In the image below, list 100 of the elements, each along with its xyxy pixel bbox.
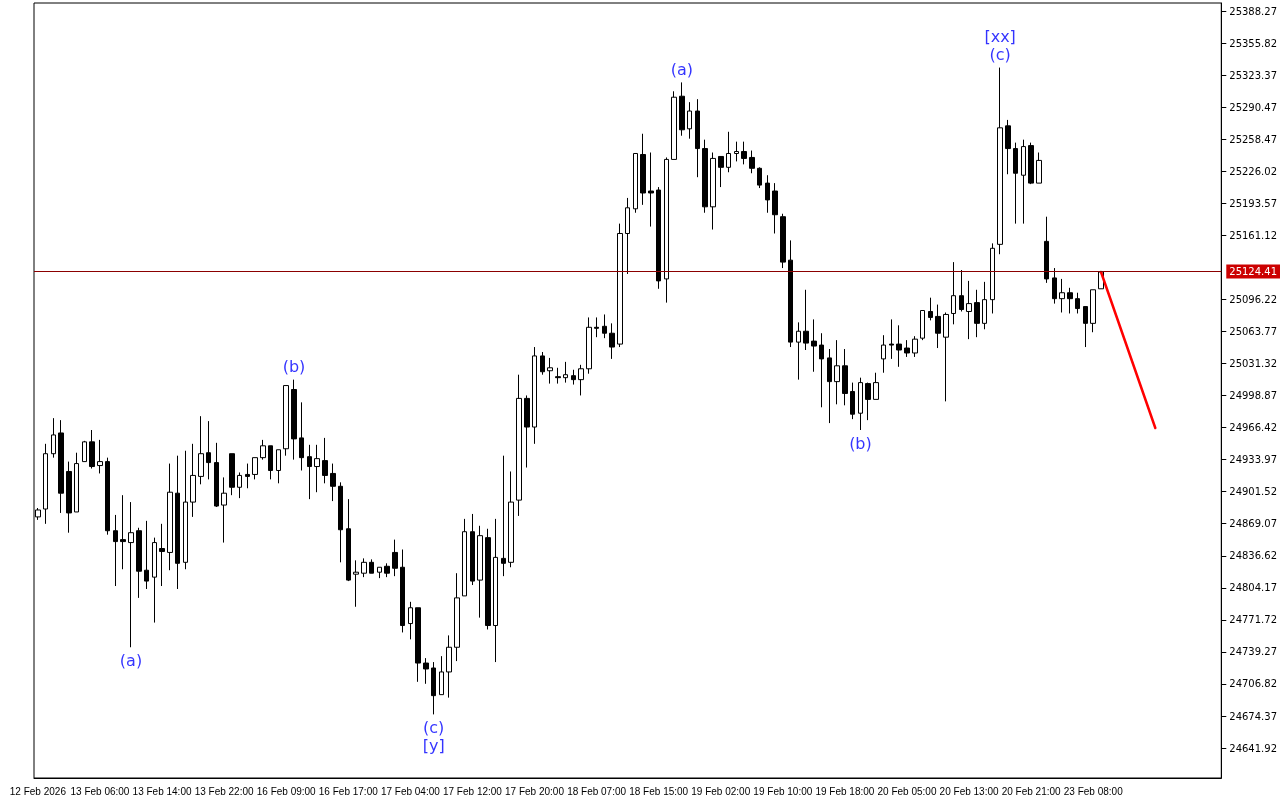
text: (a) — [119, 650, 143, 670]
x-tick-label: 13 Feb 14:00 — [132, 785, 192, 797]
candlestick — [594, 316, 599, 338]
candlestick — [322, 437, 328, 484]
candlestick — [206, 420, 211, 480]
candlestick — [82, 440, 87, 463]
candlestick — [477, 525, 483, 619]
candlestick — [400, 548, 405, 633]
candlestick — [252, 457, 258, 480]
y-tick-label: 24933.97 — [1229, 454, 1277, 466]
y-tick-label: 24641.92 — [1229, 742, 1277, 754]
candlestick — [563, 361, 568, 384]
candlestick — [896, 324, 902, 368]
x-tick-label: 20 Feb 21:00 — [1001, 785, 1062, 797]
candlestick — [260, 439, 266, 461]
candlestick — [540, 351, 545, 376]
candlestick — [765, 174, 770, 214]
candlestick — [904, 339, 910, 358]
x-tick-label: 17 Feb 04:00 — [380, 785, 441, 797]
y-tick-label: 24998.87 — [1229, 390, 1277, 402]
candlestick — [439, 655, 444, 696]
candlestick — [578, 364, 584, 396]
candlestick — [446, 634, 452, 699]
ref-line-label: 25124.41 — [1229, 266, 1277, 278]
candlestick — [865, 382, 871, 421]
candlestick — [198, 415, 204, 485]
candlestick — [221, 476, 227, 544]
candlestick — [959, 269, 964, 312]
candlestick — [664, 156, 669, 304]
candlestick — [338, 481, 343, 563]
y-tick-label: 24804.17 — [1229, 582, 1277, 594]
candlestick — [283, 385, 289, 457]
candlestick — [1090, 289, 1096, 333]
candlestick — [1013, 142, 1018, 225]
candlestick — [245, 463, 250, 489]
candlestick — [532, 346, 537, 445]
candlestick — [602, 313, 607, 339]
candlestick — [803, 289, 809, 351]
candlestick — [1044, 216, 1049, 284]
y-tick-label: 24869.07 — [1229, 518, 1277, 530]
candlestick — [858, 377, 863, 431]
candlestick — [120, 494, 126, 570]
candlestick — [516, 374, 522, 517]
candlestick — [307, 444, 312, 500]
candlestick — [928, 297, 933, 321]
y-tick-label: 24706.82 — [1229, 678, 1277, 690]
candlestick — [609, 322, 615, 360]
candlestick — [485, 528, 491, 630]
candlestick — [1067, 287, 1073, 314]
candlestick — [912, 335, 918, 358]
y-tick-label: 24901.52 — [1229, 486, 1277, 498]
candlestick — [671, 90, 677, 160]
text: (a) — [670, 59, 694, 79]
candlestick — [214, 442, 219, 508]
candlestick — [695, 98, 700, 178]
candlestick — [361, 557, 367, 578]
candlestick — [881, 334, 886, 374]
candlestick — [648, 152, 654, 228]
y-tick-label: 24966.42 — [1229, 422, 1277, 434]
candlestick — [105, 457, 110, 536]
x-tick-label: 18 Feb 15:00 — [629, 785, 689, 797]
candlestick — [1005, 119, 1011, 175]
candlestick — [990, 242, 995, 314]
x-tick-label: 17 Feb 20:00 — [505, 785, 565, 797]
candlestick — [1083, 306, 1088, 348]
x-tick-label: 20 Feb 05:00 — [877, 785, 937, 797]
candlestick — [66, 461, 72, 534]
candlestick — [330, 463, 336, 502]
y-tick-label: 25290.47 — [1229, 102, 1277, 114]
x-tick-label: 16 Feb 09:00 — [256, 785, 317, 797]
candlestick — [408, 601, 413, 640]
x-tick-label: 19 Feb 02:00 — [691, 785, 751, 797]
x-tick-label: 19 Feb 10:00 — [753, 785, 813, 797]
candlestick — [183, 450, 188, 570]
candlestick — [640, 133, 646, 206]
candlestick — [726, 131, 731, 173]
y-tick-label: 25096.22 — [1229, 293, 1277, 305]
candlestick — [966, 280, 972, 340]
candlestick — [850, 382, 855, 420]
x-tick-label: 16 Feb 17:00 — [318, 785, 379, 797]
y-tick-label: 25226.02 — [1229, 165, 1277, 177]
candlestick — [679, 81, 685, 137]
candlestick — [819, 332, 824, 408]
candlestick — [741, 141, 747, 165]
candlestick — [617, 223, 623, 348]
candlestick — [772, 182, 778, 234]
candlestick — [431, 661, 436, 715]
candlestick — [493, 518, 498, 663]
candlestick — [501, 455, 506, 577]
y-tick-label: 24739.27 — [1229, 646, 1277, 658]
candlestick — [920, 310, 925, 341]
candlestick — [974, 289, 980, 338]
candlestick — [299, 401, 304, 471]
y-tick-label: 25031.32 — [1229, 358, 1277, 370]
candlestick — [128, 501, 134, 648]
candlestick — [734, 141, 739, 162]
x-tick-label: 23 Feb 08:00 — [1063, 785, 1124, 797]
candlestick — [392, 539, 398, 577]
candlestick — [97, 439, 103, 474]
candlestick — [834, 339, 840, 405]
